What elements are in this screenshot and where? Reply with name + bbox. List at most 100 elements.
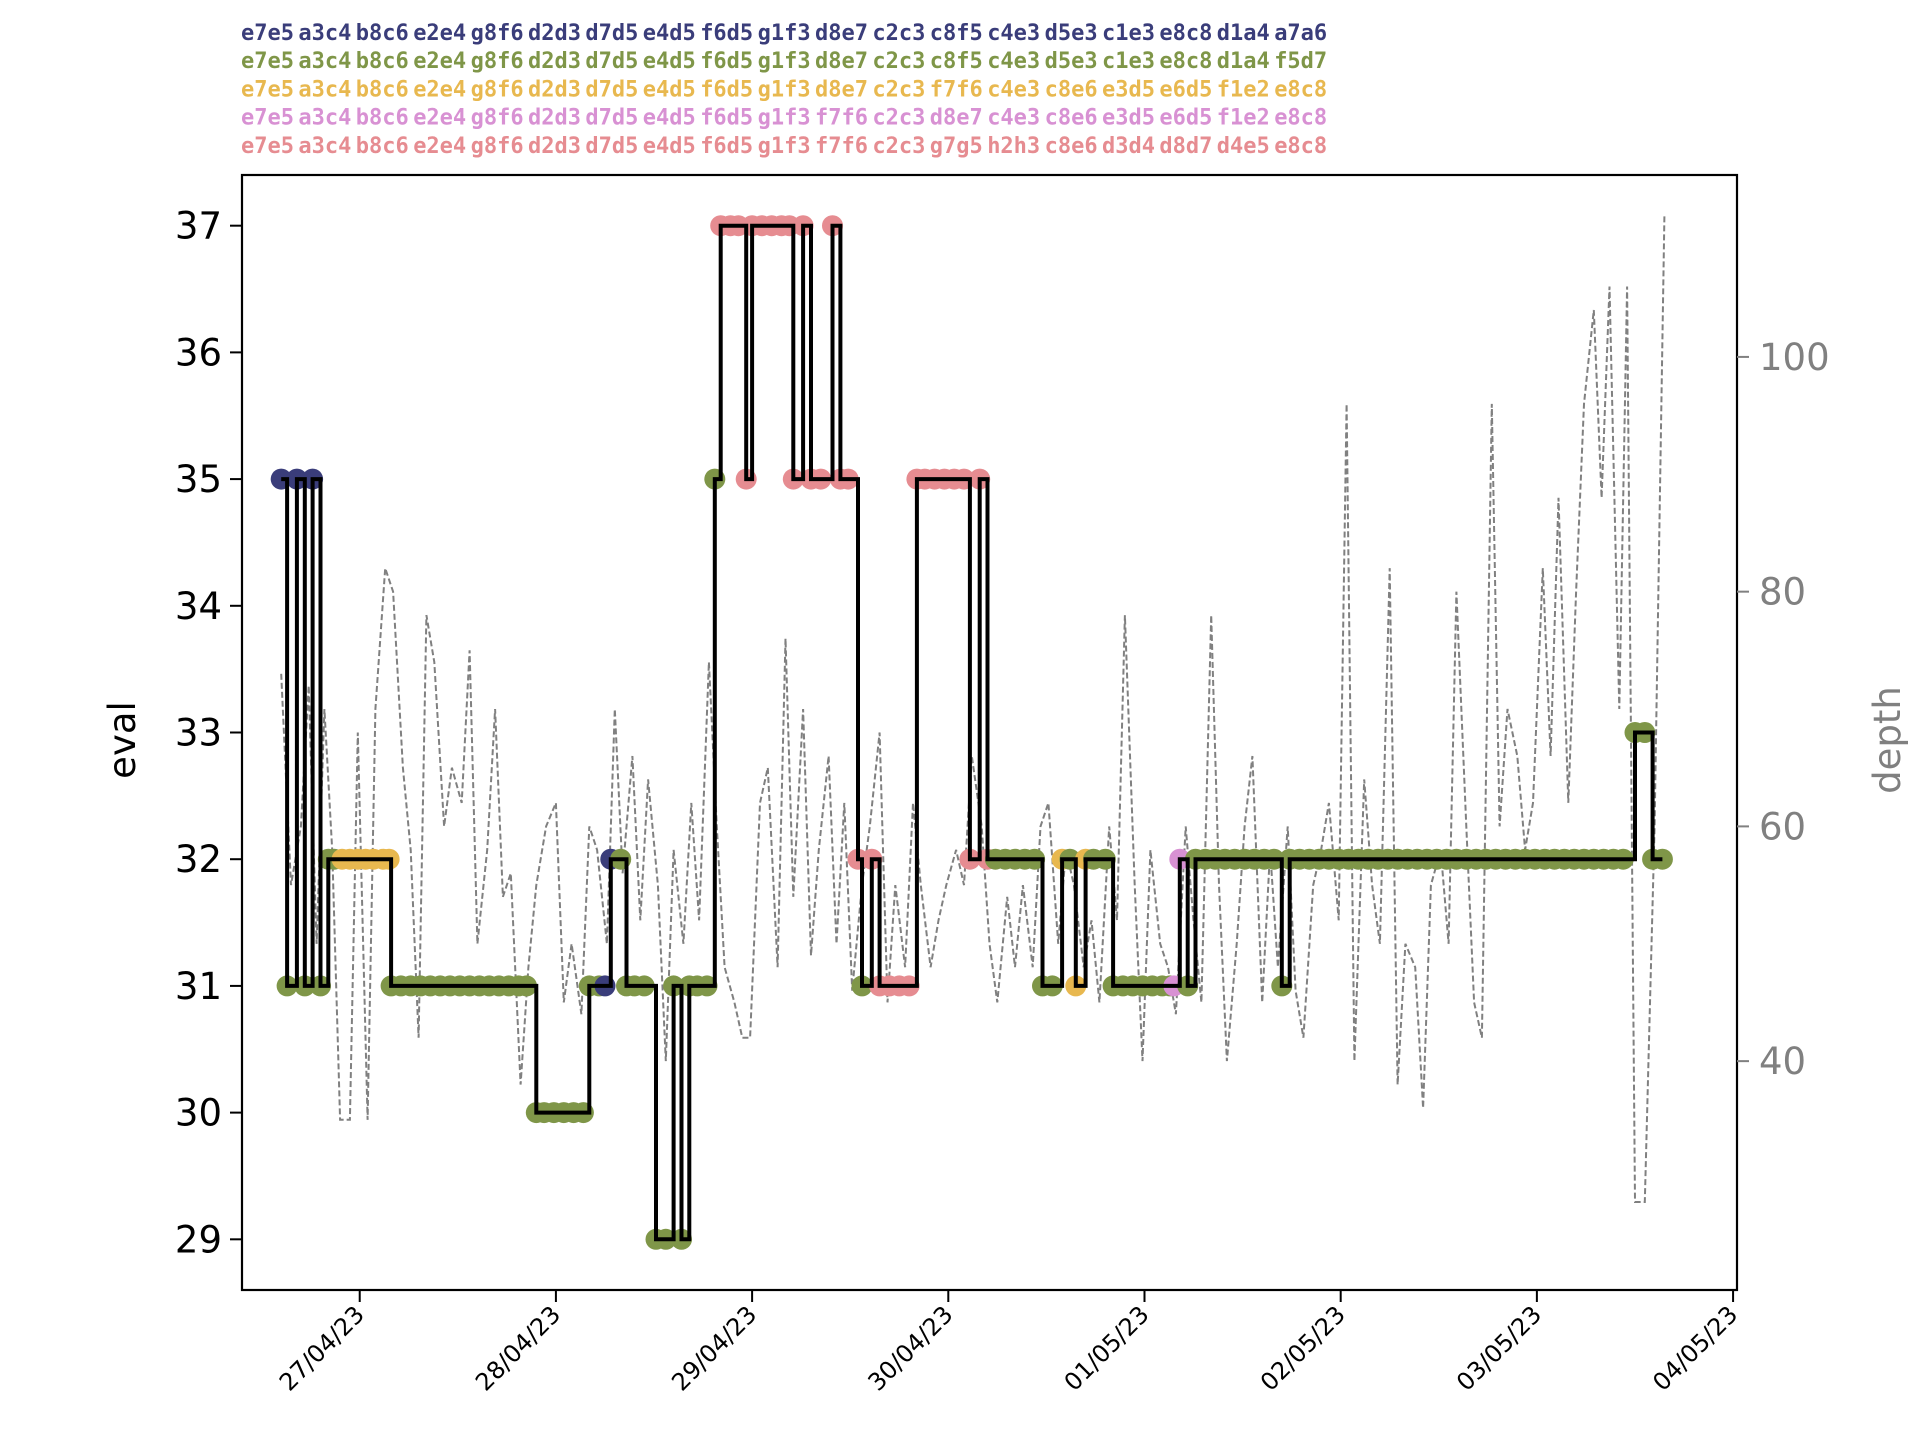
y2-tick-label: 100: [1759, 336, 1830, 379]
y-tick-label: 36: [175, 331, 222, 374]
pv-move: d8e7: [815, 77, 868, 102]
x-axis-ticks: 27/04/23 28/04/23 29/04/23 30/04/23 01/05/23…: [274, 1290, 1743, 1396]
x-tick-label: 30/04/23: [863, 1300, 959, 1396]
pv-move: g8f6: [471, 134, 524, 159]
pv-move: d1a4: [1217, 21, 1270, 46]
pv-move: c4e3: [987, 106, 1040, 131]
pv-move: c2c3: [872, 77, 925, 102]
pv-move: f7f6: [815, 106, 868, 131]
pv-move: e7e5: [241, 49, 294, 74]
pv-move: e6d5: [1159, 77, 1212, 102]
pv-move: c8e6: [1045, 134, 1098, 159]
x-tick-label: 04/05/23: [1647, 1300, 1743, 1396]
pv-move: f7f6: [815, 134, 868, 159]
pv-move: f1e2: [1217, 77, 1270, 102]
y-tick-label: 30: [175, 1092, 222, 1135]
x-tick-label: 29/04/23: [666, 1300, 762, 1396]
pv-move: e6d5: [1159, 106, 1212, 131]
pv-move: d2d3: [528, 106, 581, 131]
pv-move: e8c8: [1159, 21, 1212, 46]
pv-move: c2c3: [872, 21, 925, 46]
x-tick-label: 03/05/23: [1451, 1300, 1547, 1396]
y-tick-label: 34: [175, 585, 222, 628]
pv-move: e2e4: [413, 49, 466, 74]
pv-move: d2d3: [528, 21, 581, 46]
pv-move: e3d5: [1102, 106, 1155, 131]
y2-tick-label: 80: [1759, 571, 1806, 614]
x-tick-label: 02/05/23: [1255, 1300, 1351, 1396]
pv-move: f1e2: [1217, 106, 1270, 131]
pv-move: e4d5: [643, 106, 696, 131]
pv-move: c1e3: [1102, 21, 1155, 46]
pv-move: f6d5: [700, 134, 753, 159]
pv-move: c4e3: [987, 21, 1040, 46]
pv-move: e8c8: [1274, 77, 1327, 102]
pv-move: c8f5: [930, 21, 983, 46]
pv-move: b8c6: [356, 77, 409, 102]
x-tick-label: 01/05/23: [1059, 1300, 1155, 1396]
pv-move: f6d5: [700, 106, 753, 131]
x-tick-label: 27/04/23: [274, 1300, 370, 1396]
pv-move: e7e5: [241, 21, 294, 46]
pv-move: f5d7: [1274, 49, 1327, 74]
pv-move: a3c4: [298, 49, 351, 74]
pv-move: a3c4: [298, 106, 351, 131]
y-axis-label: eval: [101, 701, 144, 779]
pv-move: c2c3: [872, 106, 925, 131]
pv-move: f6d5: [700, 21, 753, 46]
principal-variation-lines: e7e5 a3c4 b8c6 e2e4 g8f6 d2d3 d7d5 e4d5 f6d5 g1f3…: [241, 21, 1327, 159]
y-tick-label: 31: [175, 965, 222, 1008]
pv-move: c1e3: [1102, 49, 1155, 74]
y-tick-label: 33: [175, 712, 222, 755]
pv-move: h2h3: [987, 134, 1040, 159]
pv-move: c4e3: [987, 77, 1040, 102]
pv-move: a7a6: [1274, 21, 1327, 46]
pv-move: d2d3: [528, 134, 581, 159]
y-tick-label: 35: [175, 458, 222, 501]
pv-move: g1f3: [758, 49, 811, 74]
y-axis-ticks: 29 30 31 32 33 34 35 36 37: [175, 205, 242, 1261]
pv-move: d7d5: [585, 21, 638, 46]
pv-move: c8f5: [930, 49, 983, 74]
pv-move: e4d5: [643, 77, 696, 102]
pv-move: e3d5: [1102, 77, 1155, 102]
pv-move: d8e7: [815, 21, 868, 46]
pv-move: d7d5: [585, 77, 638, 102]
y2-tick-label: 60: [1759, 805, 1806, 848]
pv-move: g1f3: [758, 134, 811, 159]
pv-move: c2c3: [872, 134, 925, 159]
pv-move: d5e3: [1045, 21, 1098, 46]
pv-move: g1f3: [758, 77, 811, 102]
pv-move: e2e4: [413, 21, 466, 46]
pv-move: e2e4: [413, 106, 466, 131]
pv-move: d5e3: [1045, 49, 1098, 74]
pv-move: g1f3: [758, 106, 811, 131]
pv-move: g8f6: [471, 49, 524, 74]
pv-move: b8c6: [356, 49, 409, 74]
pv-move: c4e3: [987, 49, 1040, 74]
pv-move: g8f6: [471, 106, 524, 131]
pv-move: a3c4: [298, 134, 351, 159]
pv-move: a3c4: [298, 77, 351, 102]
y-tick-label: 37: [175, 205, 222, 248]
pv-move: d8e7: [930, 106, 983, 131]
pv-move: c2c3: [872, 49, 925, 74]
pv-move: d4e5: [1217, 134, 1270, 159]
pv-move: e8c8: [1159, 49, 1212, 74]
y-tick-label: 29: [175, 1218, 222, 1261]
pv-move: d8d7: [1159, 134, 1212, 159]
pv-move: e8c8: [1274, 134, 1327, 159]
eval-series: [281, 223, 1663, 1242]
pv-move: d7d5: [585, 49, 638, 74]
pv-move: b8c6: [356, 106, 409, 131]
pv-move: d2d3: [528, 77, 581, 102]
pv-move: e4d5: [643, 21, 696, 46]
depth-series: [280, 216, 1666, 1203]
pv-move: g7g5: [930, 134, 983, 159]
pv-move: e7e5: [241, 134, 294, 159]
eval-line: [281, 223, 1663, 1242]
pv-move: e4d5: [643, 134, 696, 159]
pv-move: e2e4: [413, 134, 466, 159]
y2-axis-label: depth: [1866, 686, 1909, 794]
pv-move: d7d5: [585, 106, 638, 131]
